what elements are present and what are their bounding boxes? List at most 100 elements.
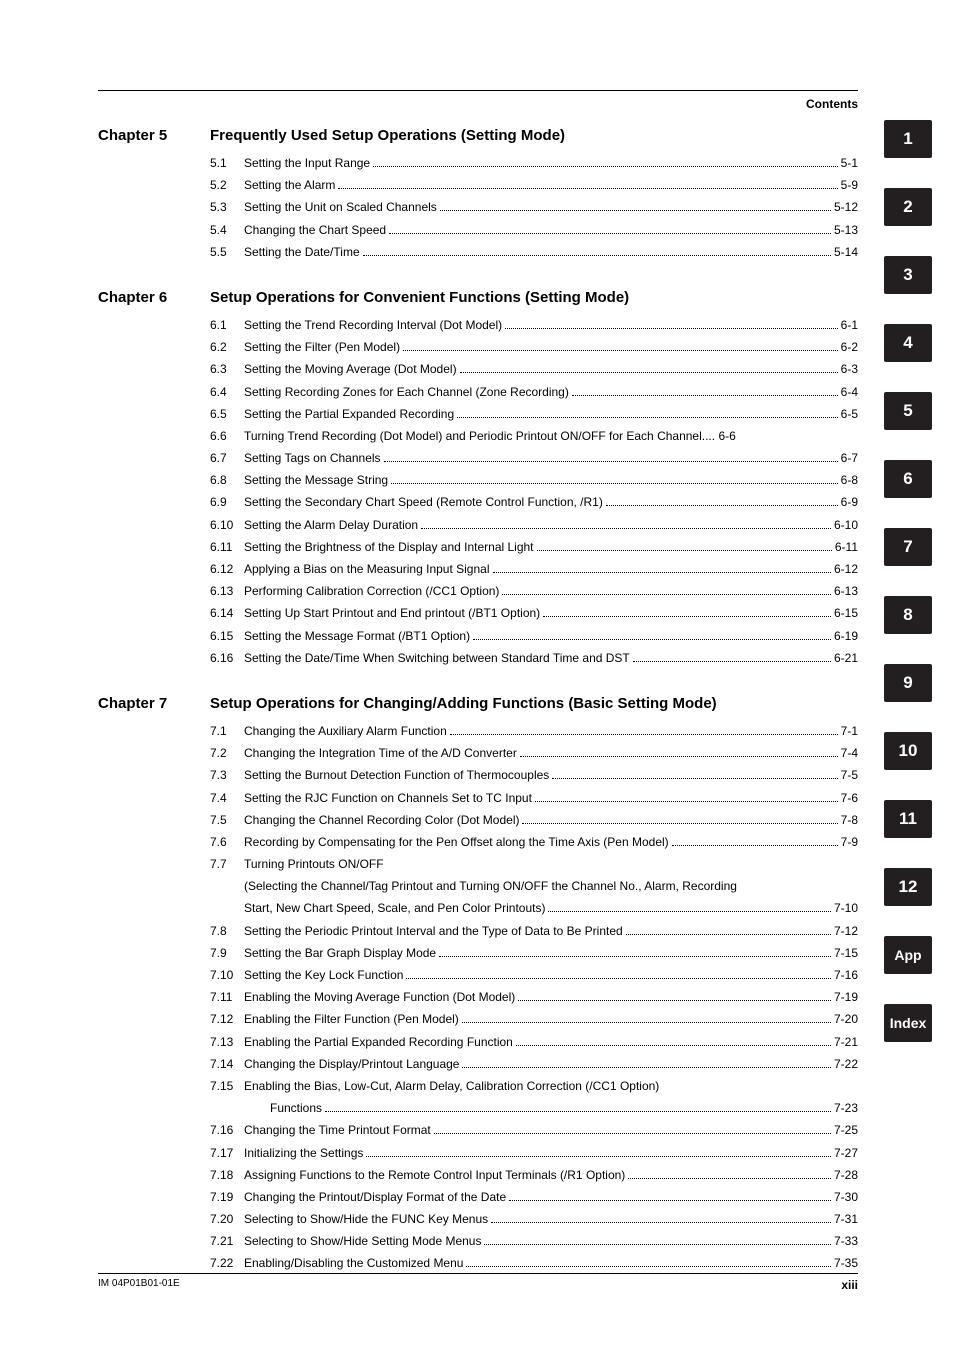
toc-entry[interactable]: 7.14Changing the Display/Printout Langua…	[210, 1053, 858, 1075]
toc-leader-dots	[460, 363, 838, 374]
toc-leader-dots	[421, 518, 831, 529]
side-tabs: 123456789101112AppIndex	[884, 120, 932, 1042]
toc-entry[interactable]: 7.7Turning Printouts ON/OFF	[210, 853, 858, 875]
toc-section-number: 5.2	[210, 174, 244, 196]
toc-entry[interactable]: 7.19Changing the Printout/Display Format…	[210, 1186, 858, 1208]
toc-text: Setting the Bar Graph Display Mode	[244, 942, 436, 964]
side-tab[interactable]: Index	[884, 1004, 932, 1042]
toc-leader-dots	[439, 946, 831, 957]
toc-leader-dots	[502, 584, 831, 595]
toc-entry[interactable]: 7.18Assigning Functions to the Remote Co…	[210, 1164, 858, 1186]
toc-text: Recording by Compensating for the Pen Of…	[244, 831, 669, 853]
toc-page-ref: 6-8	[841, 469, 858, 491]
toc-entry[interactable]: 7.22Enabling/Disabling the Customized Me…	[210, 1252, 858, 1274]
toc-section-number: 6.13	[210, 580, 244, 602]
toc-entry[interactable]: 5.2Setting the Alarm5-9	[210, 174, 858, 196]
side-tab[interactable]: 11	[884, 800, 932, 838]
toc-entry[interactable]: 7.8Setting the Periodic Printout Interva…	[210, 920, 858, 942]
side-tab[interactable]: 12	[884, 868, 932, 906]
toc-entry[interactable]: 7.5Changing the Channel Recording Color …	[210, 809, 858, 831]
toc-entry[interactable]: 6.1Setting the Trend Recording Interval …	[210, 314, 858, 336]
toc-section-number: 7.19	[210, 1186, 244, 1208]
toc-entry[interactable]: 6.7Setting Tags on Channels6-7	[210, 447, 858, 469]
toc-entry[interactable]: 6.12Applying a Bias on the Measuring Inp…	[210, 558, 858, 580]
side-tab[interactable]: App	[884, 936, 932, 974]
toc-entry[interactable]: 7.15Enabling the Bias, Low-Cut, Alarm De…	[210, 1075, 858, 1097]
side-tab[interactable]: 6	[884, 460, 932, 498]
toc-leader-dots	[628, 1168, 831, 1179]
toc-entry[interactable]: 6.11Setting the Brightness of the Displa…	[210, 536, 858, 558]
toc-section-number: 7.10	[210, 964, 244, 986]
contents-heading: Contents	[98, 97, 858, 111]
toc-entry[interactable]: 6.6Turning Trend Recording (Dot Model) a…	[210, 425, 858, 447]
toc-entry[interactable]: 6.3Setting the Moving Average (Dot Model…	[210, 358, 858, 380]
toc-text: Performing Calibration Correction (/CC1 …	[244, 580, 499, 602]
toc-text: Setting Tags on Channels	[244, 447, 381, 469]
toc-entry[interactable]: 7.13Enabling the Partial Expanded Record…	[210, 1031, 858, 1053]
toc-entry[interactable]: 7.4Setting the RJC Function on Channels …	[210, 787, 858, 809]
page-footer: IM 04P01B01-01E xiii	[98, 1273, 858, 1292]
toc-entry[interactable]: 7.20Selecting to Show/Hide the FUNC Key …	[210, 1208, 858, 1230]
side-tab[interactable]: 2	[884, 188, 932, 226]
toc-entry[interactable]: 7.16Changing the Time Printout Format7-2…	[210, 1119, 858, 1141]
side-tab[interactable]: 7	[884, 528, 932, 566]
toc-page-ref: 7-27	[834, 1142, 858, 1164]
toc-entry[interactable]: 6.9Setting the Secondary Chart Speed (Re…	[210, 491, 858, 513]
toc-section-number: 5.5	[210, 241, 244, 263]
toc-section-number: 7.18	[210, 1164, 244, 1186]
toc-page-ref: 7-19	[834, 986, 858, 1008]
toc-entry[interactable]: 7.17Initializing the Settings7-27	[210, 1142, 858, 1164]
toc-entry[interactable]: 7.12Enabling the Filter Function (Pen Mo…	[210, 1008, 858, 1030]
toc-page-ref: 7-28	[834, 1164, 858, 1186]
toc-entry[interactable]: 5.1Setting the Input Range5-1	[210, 152, 858, 174]
toc-entry[interactable]: 7.9Setting the Bar Graph Display Mode7-1…	[210, 942, 858, 964]
toc-entry[interactable]: 6.2Setting the Filter (Pen Model)6-2	[210, 336, 858, 358]
side-tab[interactable]: 9	[884, 664, 932, 702]
toc-page-ref: 6-2	[841, 336, 858, 358]
toc-entry[interactable]: 7.21Selecting to Show/Hide Setting Mode …	[210, 1230, 858, 1252]
toc-section-number: 5.3	[210, 196, 244, 218]
toc-page-ref: 6-19	[834, 625, 858, 647]
chapter-title: Setup Operations for Convenient Function…	[210, 289, 629, 306]
toc-entry[interactable]: 5.4Changing the Chart Speed5-13	[210, 219, 858, 241]
toc-page-ref: 5-1	[841, 152, 858, 174]
toc-page-ref: 7-25	[834, 1119, 858, 1141]
toc-entry[interactable]: 7.10Setting the Key Lock Function7-16	[210, 964, 858, 986]
toc-entry[interactable]: 7.2Changing the Integration Time of the …	[210, 742, 858, 764]
side-tab[interactable]: 4	[884, 324, 932, 362]
toc-entry[interactable]: 6.10Setting the Alarm Delay Duration6-10	[210, 514, 858, 536]
toc-page-ref: 7-20	[834, 1008, 858, 1030]
toc-page-ref: 6-21	[834, 647, 858, 669]
toc-leader-dots	[606, 496, 838, 507]
toc-entry[interactable]: 5.3Setting the Unit on Scaled Channels5-…	[210, 196, 858, 218]
toc-entry[interactable]: 6.5Setting the Partial Expanded Recordin…	[210, 403, 858, 425]
side-tab[interactable]: 8	[884, 596, 932, 634]
toc-page-ref: 6-10	[834, 514, 858, 536]
toc-section-number: 6.16	[210, 647, 244, 669]
side-tab[interactable]: 5	[884, 392, 932, 430]
toc-entry[interactable]: 5.5Setting the Date/Time5-14	[210, 241, 858, 263]
toc-section-number: 6.3	[210, 358, 244, 380]
toc-entry[interactable]: 7.3Setting the Burnout Detection Functio…	[210, 764, 858, 786]
toc-entry[interactable]: 6.16Setting the Date/Time When Switching…	[210, 647, 858, 669]
toc-section-number: 7.14	[210, 1053, 244, 1075]
toc-entry[interactable]: 7.11Enabling the Moving Average Function…	[210, 986, 858, 1008]
toc-entry[interactable]: 6.4Setting Recording Zones for Each Chan…	[210, 381, 858, 403]
side-tab[interactable]: 3	[884, 256, 932, 294]
toc-leader-dots	[633, 651, 831, 662]
toc-entry[interactable]: 6.14Setting Up Start Printout and End pr…	[210, 602, 858, 624]
toc-entry[interactable]: 6.8Setting the Message String6-8	[210, 469, 858, 491]
toc-section-number: 7.21	[210, 1230, 244, 1252]
toc-entry[interactable]: 6.13Performing Calibration Correction (/…	[210, 580, 858, 602]
chapter-block: Chapter 5Frequently Used Setup Operation…	[98, 127, 858, 263]
toc-section-number: 7.12	[210, 1008, 244, 1030]
toc-entry[interactable]: 7.1Changing the Auxiliary Alarm Function…	[210, 720, 858, 742]
toc-leader-dots	[457, 407, 838, 418]
toc-section-number: 7.5	[210, 809, 244, 831]
toc-page-ref: 5-12	[834, 196, 858, 218]
toc-entry[interactable]: 6.15Setting the Message Format (/BT1 Opt…	[210, 625, 858, 647]
toc-section-number: 5.1	[210, 152, 244, 174]
side-tab[interactable]: 1	[884, 120, 932, 158]
toc-entry[interactable]: 7.6Recording by Compensating for the Pen…	[210, 831, 858, 853]
side-tab[interactable]: 10	[884, 732, 932, 770]
